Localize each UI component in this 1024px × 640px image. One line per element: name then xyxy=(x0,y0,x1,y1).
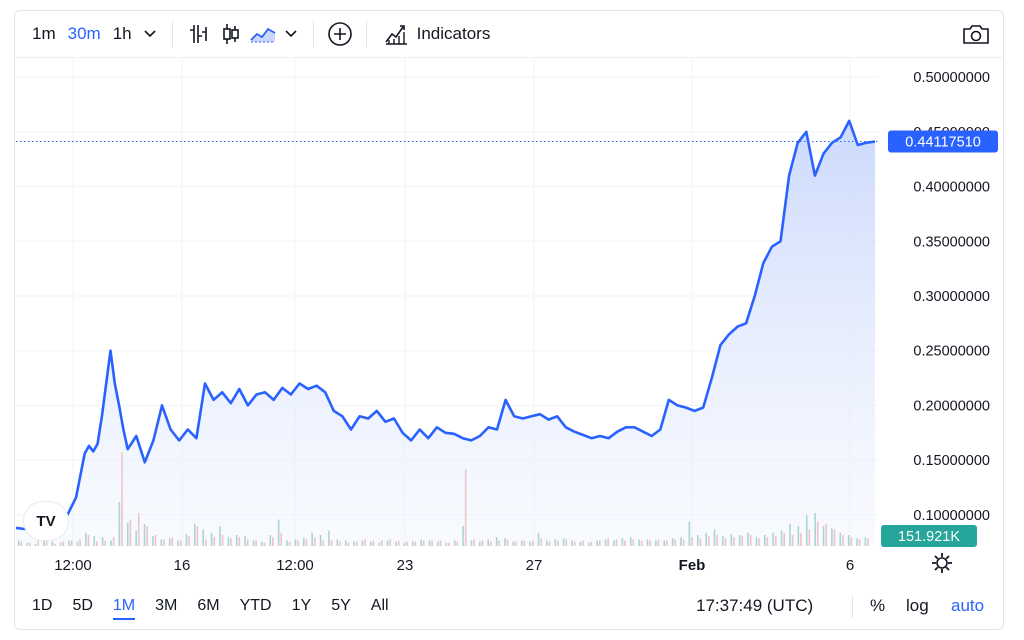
time-axis-label: 16 xyxy=(174,557,191,574)
utc-clock[interactable]: 17:37:49 (UTC) xyxy=(696,596,814,615)
candle-style-icon[interactable] xyxy=(215,10,247,58)
price-axis-label: 0.50000000 xyxy=(913,70,990,86)
bottombar-divider xyxy=(852,596,853,618)
range-5y-button[interactable]: 5Y xyxy=(331,597,351,614)
price-axis-label: 0.25000000 xyxy=(913,344,990,360)
volume-tag-label: 151.921K xyxy=(898,529,960,545)
range-5d-button[interactable]: 5D xyxy=(72,597,93,614)
range-1m-button[interactable]: 1M xyxy=(112,586,136,626)
time-axis: 12:00 16 12:00 23 27 Feb 6 xyxy=(54,557,854,574)
log-scale-toggle[interactable]: log xyxy=(906,596,929,615)
price-axis-label: 0.10000000 xyxy=(913,508,990,524)
range-3m-button[interactable]: 3M xyxy=(155,597,178,614)
volume-tag xyxy=(881,525,977,547)
range-1y-button[interactable]: 1Y xyxy=(291,597,312,614)
indicators-label: Indicators xyxy=(416,23,491,43)
range-6m-button[interactable]: 6M xyxy=(197,597,220,614)
price-axis-label: 0.20000000 xyxy=(913,398,990,414)
interval-1m-button[interactable]: 1m xyxy=(32,23,56,43)
price-tags: 0.44117510 151.921K xyxy=(881,130,998,547)
price-area xyxy=(15,119,880,547)
time-axis-label: 12:00 xyxy=(54,557,92,574)
snapshot-camera-icon[interactable] xyxy=(958,10,994,58)
chart-toolbar: 1m 30m 1h Indicators xyxy=(14,10,1004,58)
interval-dropdown-chevron-icon[interactable] xyxy=(138,10,162,58)
range-all-button[interactable]: All xyxy=(370,597,389,614)
price-axis-label: 0.35000000 xyxy=(913,234,990,250)
auto-scale-toggle[interactable]: auto xyxy=(951,596,985,615)
area-style-icon[interactable] xyxy=(247,10,279,58)
toolbar-divider xyxy=(312,20,314,47)
bar-style-icon[interactable] xyxy=(183,10,215,58)
style-dropdown-chevron-icon[interactable] xyxy=(279,10,303,58)
price-axis-label: 0.40000000 xyxy=(913,180,990,196)
tradingview-logo[interactable]: TV xyxy=(24,502,68,540)
range-1d-button[interactable]: 1D xyxy=(32,597,53,614)
current-price-tag xyxy=(888,130,998,153)
price-axis-label: 0.15000000 xyxy=(913,453,990,469)
time-axis-label: Feb xyxy=(679,557,706,574)
range-bar: 1D 5D 1M 3M 6M YTD 1Y 5Y All 17:37:49 (U… xyxy=(14,586,1004,626)
toolbar-divider xyxy=(171,20,173,47)
time-axis-label: 12:00 xyxy=(276,557,314,574)
interval-1h-button[interactable]: 1h xyxy=(112,23,132,43)
chart-settings-gear-icon[interactable] xyxy=(932,553,952,573)
indicators-button[interactable]: Indicators xyxy=(377,10,497,58)
percent-scale-toggle[interactable]: % xyxy=(870,596,886,615)
compare-add-icon[interactable] xyxy=(324,10,356,58)
price-line xyxy=(15,119,876,532)
time-axis-label: 6 xyxy=(846,557,854,574)
interval-30m-button[interactable]: 30m xyxy=(67,23,101,43)
time-axis-label: 27 xyxy=(526,557,543,574)
range-ytd-button[interactable]: YTD xyxy=(239,597,272,614)
toolbar-divider xyxy=(365,20,367,47)
price-axis-label: 0.30000000 xyxy=(913,289,990,305)
current-price-tag-label: 0.44117510 xyxy=(905,135,981,151)
price-area-fill xyxy=(16,120,875,547)
time-axis-label: 23 xyxy=(397,557,414,574)
indicators-icon xyxy=(384,24,407,45)
